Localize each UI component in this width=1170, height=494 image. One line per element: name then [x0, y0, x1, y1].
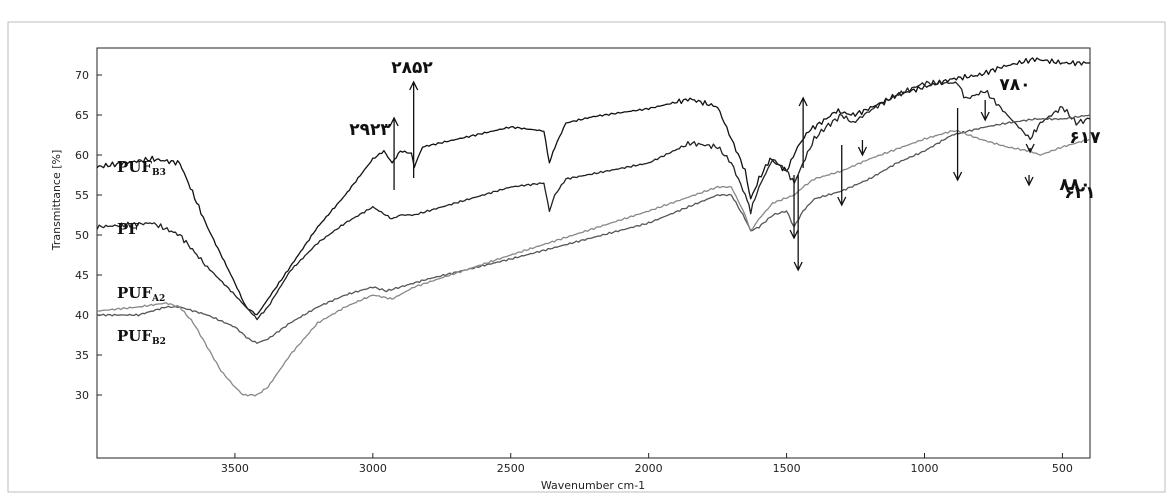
annotation-arrowhead: [1025, 143, 1035, 154]
annotation-arrowhead: [793, 261, 803, 272]
peak-annotations: ۲۸۵۲۲۹۲۳۱۳۵۷۱۴۷۳۱۴۷۲۱۲۵۹۱۲۲۰۸۸۰۷۸۰۶۱۷۶۲۱: [349, 58, 1101, 272]
annotation-label: ۸۸۰: [1059, 175, 1090, 195]
spectrum-line: [96, 114, 1091, 344]
x-tick-label: 2500: [497, 462, 525, 475]
y-tick-label: 30: [75, 389, 89, 402]
x-tick-label: 3000: [359, 462, 387, 475]
annotation-label: ۶۱۷: [1069, 128, 1101, 148]
annotation-arrowhead: [789, 229, 799, 240]
annotation-arrowhead: [837, 196, 847, 207]
y-tick-label: 35: [75, 349, 89, 362]
y-axis-ticks: 70 65 60 55 50 45 40 35 30: [75, 69, 102, 402]
annotation-arrowhead: [980, 111, 990, 122]
annotation-arrowhead: [1024, 176, 1034, 187]
annotation-label: ۶۲۱: [1064, 183, 1095, 203]
y-tick-label: 65: [75, 109, 89, 122]
y-tick-label: 45: [75, 269, 89, 282]
plot-area: [96, 47, 1091, 459]
figure-border: [7, 21, 1166, 493]
y-tick-label: 40: [75, 309, 89, 322]
annotation-label: ۷۸۰: [999, 75, 1030, 95]
x-tick-label: 500: [1052, 462, 1073, 475]
annotation-arrowhead: [953, 171, 963, 182]
annotation-arrowhead: [409, 80, 419, 91]
x-tick-label: 1000: [911, 462, 939, 475]
sample-label: PF: [117, 220, 139, 238]
y-tick-label: 55: [75, 189, 89, 202]
y-tick-label: 50: [75, 229, 89, 242]
annotation-arrowhead: [857, 146, 868, 157]
annotation-arrowhead: [389, 116, 399, 127]
spectrum-line: [96, 79, 1091, 321]
spectra: [96, 57, 1091, 397]
annotation-label: ۲۸۵۲: [391, 58, 433, 78]
x-tick-label: 1500: [773, 462, 801, 475]
x-tick-label: 3500: [221, 462, 249, 475]
y-axis-title: Transmittance [%]: [50, 150, 63, 252]
annotation-arrowhead: [798, 96, 808, 107]
x-axis-ticks: 3500 3000 2500 2000 1500 1000 500: [221, 453, 1073, 475]
spectrum-line: [96, 129, 1091, 397]
x-axis-title: Wavenumber cm-1: [541, 479, 645, 492]
x-tick-label: 2000: [635, 462, 663, 475]
y-tick-label: 70: [75, 69, 89, 82]
annotation-label: ۲۹۲۳: [349, 120, 391, 140]
y-tick-label: 60: [75, 149, 89, 162]
